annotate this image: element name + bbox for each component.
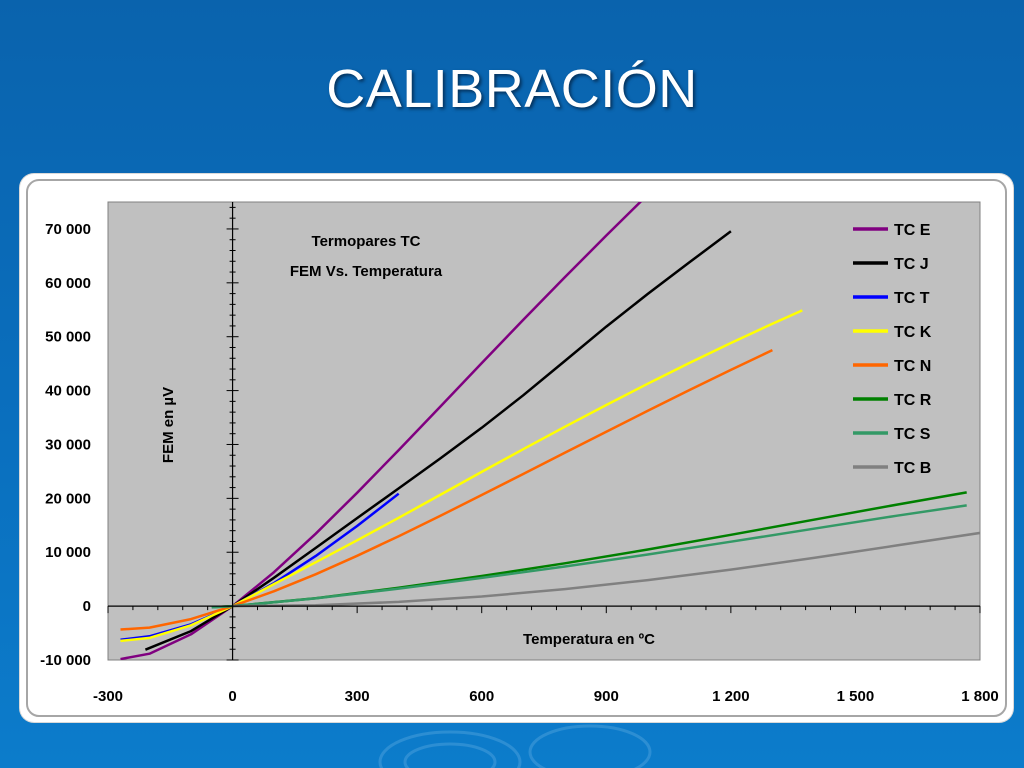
axes-group xyxy=(107,202,981,661)
y-tick-label: 50 000 xyxy=(45,329,91,346)
legend: TC E TC J TC T TC K TC N TC R TC S TC B xyxy=(853,222,932,477)
chart-card: -300 0 300 600 900 1 200 1 500 1 800 -10 000 0 10 … xyxy=(20,174,1013,722)
chart-title: Termopares TC xyxy=(312,233,421,250)
series-line-tc-b xyxy=(232,531,980,608)
x-tick-label: 1 800 xyxy=(961,688,999,705)
x-tick-label: 300 xyxy=(345,688,370,705)
chart-subtitle: FEM Vs. Temperatura xyxy=(290,263,443,280)
x-tick-label: -300 xyxy=(93,688,123,705)
legend-label: TC N xyxy=(894,358,931,375)
legend-label: TC E xyxy=(894,222,931,239)
y-tick-label: 70 000 xyxy=(45,221,91,238)
series-line-tc-s xyxy=(211,504,967,609)
y-axis-label: FEM en µV xyxy=(160,387,177,463)
y-tick-label: 60 000 xyxy=(45,275,91,292)
legend-label: TC K xyxy=(894,324,932,341)
y-tick-label: -10 000 xyxy=(40,652,91,669)
series-line-tc-n xyxy=(120,348,773,631)
x-tick-label: 1 200 xyxy=(712,688,750,705)
legend-label: TC S xyxy=(894,426,931,443)
tick-labels-group: -300 0 300 600 900 1 200 1 500 1 800 -10 000 0 10 … xyxy=(40,221,999,705)
series-line-tc-j xyxy=(144,230,732,651)
x-tick-label: 1 500 xyxy=(837,688,875,705)
y-tick-label: 20 000 xyxy=(45,490,91,507)
legend-label: TC J xyxy=(894,256,929,273)
plot-area xyxy=(107,201,981,661)
chart-border xyxy=(26,179,1007,717)
slide-title: CALIBRACIÓN xyxy=(326,59,698,119)
series-line-tc-e xyxy=(120,202,643,660)
decorative-swirl xyxy=(378,724,652,768)
x-tick-label: 600 xyxy=(469,688,494,705)
x-axis-label: Temperatura en ºC xyxy=(523,631,655,648)
thermocouple-chart: -300 0 300 600 900 1 200 1 500 1 800 -10 000 0 10 … xyxy=(26,179,1007,717)
legend-label: TC B xyxy=(894,460,931,477)
legend-label: TC R xyxy=(894,392,932,409)
x-tick-label: 0 xyxy=(228,688,236,705)
x-tick-label: 900 xyxy=(594,688,619,705)
y-tick-label: 40 000 xyxy=(45,383,91,400)
y-tick-label: 10 000 xyxy=(45,544,91,561)
y-tick-label: 30 000 xyxy=(45,436,91,453)
legend-label: TC T xyxy=(894,290,930,307)
y-tick-label: 0 xyxy=(83,598,91,615)
series-group xyxy=(120,202,980,660)
